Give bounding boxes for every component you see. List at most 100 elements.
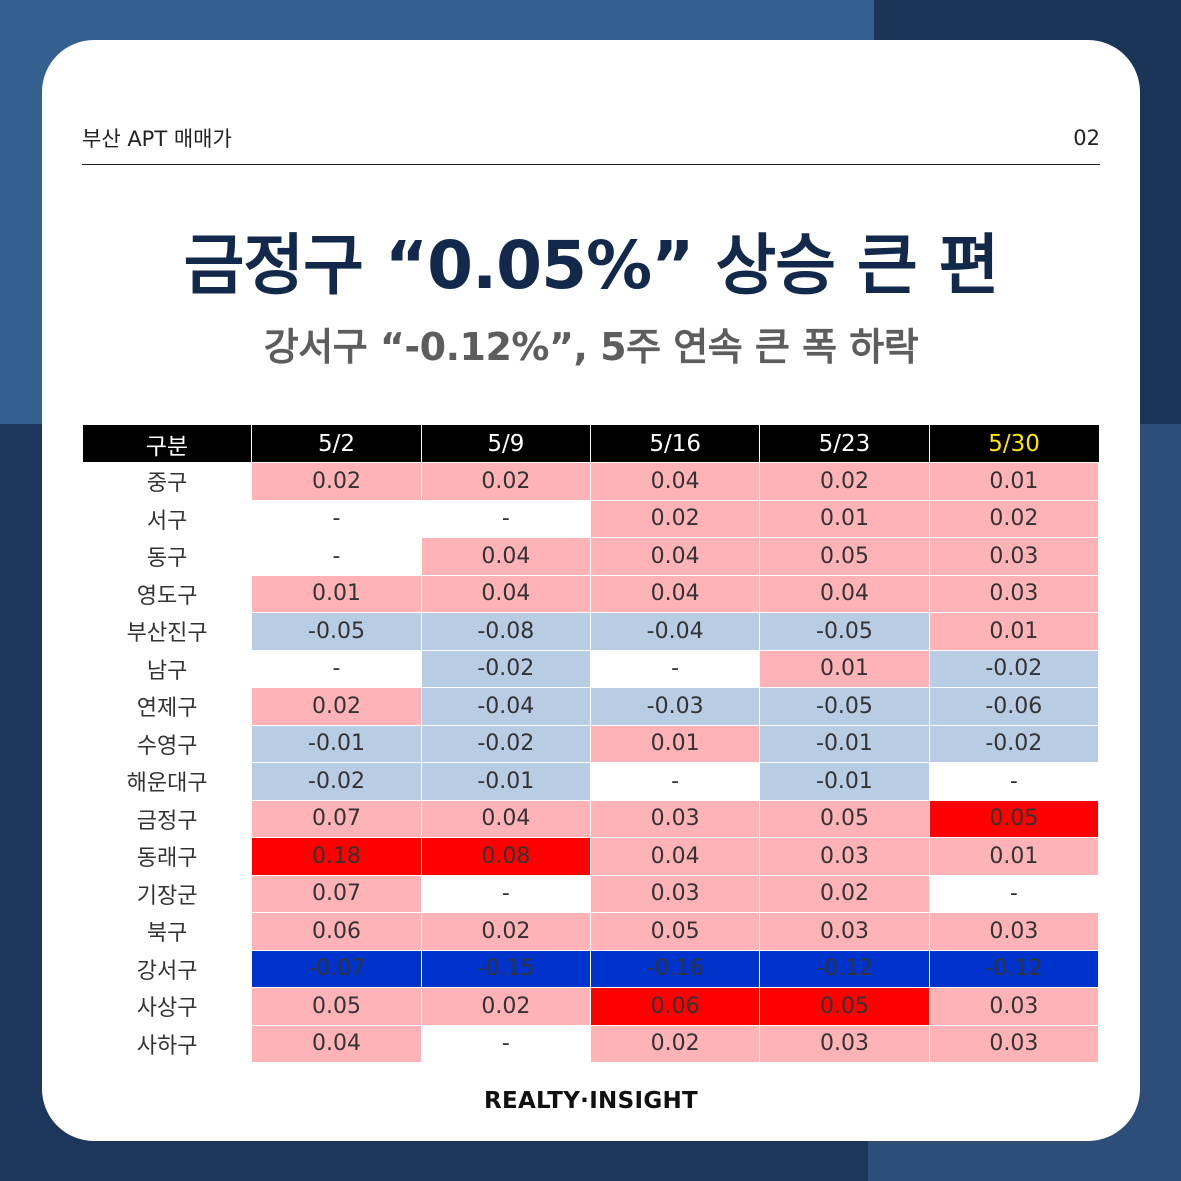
district-label: 영도구	[81, 574, 253, 613]
brand-footer: REALTY·INSIGHT	[483, 1088, 699, 1114]
district-label: 부산진구	[81, 612, 253, 651]
value-cell: -	[420, 874, 591, 913]
value-cell: 0.18	[251, 837, 422, 876]
district-label: 강서구	[81, 949, 253, 988]
content-card: 부산 APT 매매가 02 금정구 “0.05%” 상승 큰 편 강서구 “-0…	[42, 40, 1140, 1141]
district-label: 중구	[81, 462, 253, 501]
value-cell: 0.04	[589, 837, 761, 876]
value-cell: 0.03	[928, 912, 1100, 951]
page-number: 02	[1073, 126, 1100, 150]
district-label: 동구	[81, 537, 253, 576]
district-label: 연제구	[81, 687, 253, 726]
page-title: 금정구 “0.05%” 상승 큰 편	[183, 227, 1000, 304]
value-cell: 0.04	[589, 574, 761, 613]
value-cell: 0.02	[759, 874, 930, 913]
table-row: 금정구 0.07 0.04 0.03 0.05 0.05	[81, 799, 1100, 838]
value-cell: 0.02	[759, 462, 930, 501]
value-cell: 0.02	[251, 462, 422, 501]
district-label: 해운대구	[81, 762, 253, 801]
table-body: 중구 0.02 0.02 0.04 0.02 0.01 서구 - -0.02 0.01 0.02 동구…	[81, 462, 1100, 1063]
value-cell: 0.02	[420, 912, 591, 951]
value-cell: -	[420, 499, 591, 538]
page-subtitle: 강서구 “-0.12%”, 5주 연속 큰 폭 하락	[263, 325, 919, 369]
district-label: 남구	[81, 649, 253, 688]
value-cell: 0.01	[928, 837, 1100, 876]
value-cell: -0.05	[251, 612, 422, 651]
table-row: 기장군 0.07-0.03 0.02-	[81, 874, 1100, 913]
value-cell: 0.03	[759, 912, 930, 951]
value-cell: 0.04	[420, 799, 591, 838]
table-row: 강서구 -0.07 -0.15 -0.16 -0.12 -0.12	[81, 949, 1100, 988]
table-row: 사상구 0.05 0.02 0.06 0.05 0.03	[81, 987, 1100, 1026]
table-row: 남구 - -0.02-0.01 -0.02	[81, 649, 1100, 688]
value-cell: 0.04	[589, 537, 761, 576]
section-label: 부산 APT 매매가	[82, 127, 232, 151]
district-label: 사하구	[81, 1024, 253, 1063]
value-cell: 0.04	[420, 574, 591, 613]
value-cell: -0.05	[759, 687, 930, 726]
value-cell: 0.06	[251, 912, 422, 951]
column-header-date: 5/2	[251, 425, 422, 463]
value-cell: -	[420, 1024, 591, 1063]
price-change-table: 구분 5/2 5/9 5/16 5/23 5/30 중구 0.02 0.02 0.04 0.02 0…	[81, 425, 1100, 1063]
value-cell: 0.01	[928, 612, 1100, 651]
value-cell: -	[589, 649, 761, 688]
value-cell: 0.02	[251, 687, 422, 726]
value-cell: 0.04	[759, 574, 930, 613]
value-cell: 0.03	[928, 987, 1100, 1026]
table-row: 영도구 0.01 0.04 0.04 0.04 0.03	[81, 574, 1100, 613]
value-cell: 0.05	[928, 799, 1100, 838]
column-header-date: 5/30	[928, 425, 1099, 463]
value-cell: 0.03	[759, 1024, 930, 1063]
value-cell: 0.04	[589, 462, 761, 501]
table-row: 사하구 0.04-0.02 0.03 0.03	[81, 1024, 1100, 1063]
value-cell: 0.01	[589, 724, 761, 763]
value-cell: 0.01	[759, 499, 930, 538]
value-cell: 0.08	[420, 837, 591, 876]
value-cell: -	[251, 649, 422, 688]
value-cell: 0.03	[928, 1024, 1100, 1063]
value-cell: 0.01	[928, 462, 1100, 501]
column-header-category: 구분	[82, 425, 252, 463]
value-cell: 0.03	[589, 799, 761, 838]
table-header-row: 구분 5/2 5/9 5/16 5/23 5/30	[82, 425, 1099, 463]
value-cell: -0.03	[589, 687, 761, 726]
value-cell: -0.15	[420, 949, 591, 988]
value-cell: -	[251, 499, 422, 538]
district-label: 기장군	[81, 874, 253, 913]
value-cell: -0.01	[759, 762, 930, 801]
table-row: 연제구 0.02 -0.04 -0.03 -0.05 -0.06	[81, 687, 1100, 726]
value-cell: 0.02	[420, 987, 591, 1026]
table-row: 수영구 -0.01 -0.02 0.01 -0.01 -0.02	[81, 724, 1100, 763]
value-cell: -0.02	[420, 724, 591, 763]
value-cell: 0.05	[589, 912, 761, 951]
table-row: 동래구 0.18 0.08 0.04 0.03 0.01	[81, 837, 1100, 876]
value-cell: 0.03	[759, 837, 930, 876]
value-cell: -0.06	[928, 687, 1100, 726]
value-cell: -0.12	[928, 949, 1100, 988]
district-label: 동래구	[81, 837, 253, 876]
value-cell: -0.07	[251, 949, 422, 988]
value-cell: 0.05	[759, 799, 930, 838]
value-cell: -0.01	[420, 762, 591, 801]
value-cell: -	[589, 762, 761, 801]
value-cell: -0.12	[759, 949, 930, 988]
value-cell: -0.05	[759, 612, 930, 651]
table-row: 북구 0.06 0.02 0.05 0.03 0.03	[81, 912, 1100, 951]
value-cell: -0.02	[251, 762, 422, 801]
district-label: 사상구	[81, 987, 253, 1026]
value-cell: 0.03	[928, 574, 1100, 613]
value-cell: 0.02	[589, 1024, 761, 1063]
value-cell: -0.16	[589, 949, 761, 988]
value-cell: 0.04	[420, 537, 591, 576]
value-cell: -0.02	[928, 649, 1100, 688]
column-header-date: 5/9	[420, 425, 591, 463]
value-cell: 0.05	[759, 987, 930, 1026]
value-cell: -0.01	[759, 724, 930, 763]
page-header: 부산 APT 매매가 02	[82, 118, 1100, 165]
value-cell: 0.07	[251, 874, 422, 913]
value-cell: 0.07	[251, 799, 422, 838]
table-row: 해운대구 -0.02 -0.01- -0.01-	[81, 762, 1100, 801]
district-label: 금정구	[81, 799, 253, 838]
value-cell: -0.01	[251, 724, 422, 763]
